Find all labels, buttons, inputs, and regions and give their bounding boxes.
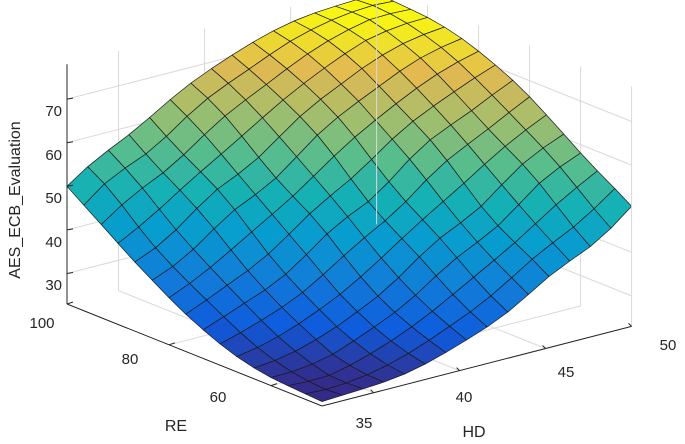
x-tick-mark	[370, 389, 374, 394]
y-tick-mark	[168, 342, 176, 346]
y-tick-mark	[66, 301, 74, 305]
x-tick-50: 50	[660, 337, 677, 354]
z-tick-30: 30	[45, 277, 62, 294]
z-tick-mark	[66, 228, 74, 231]
x-tick-mark	[542, 345, 546, 349]
x-tick-mark	[456, 367, 460, 371]
y-axis-line	[66, 303, 323, 407]
z-tick-mark	[66, 184, 74, 187]
x-tick-45: 45	[558, 364, 575, 381]
x-tick-mark	[628, 323, 632, 327]
x-tick-35: 35	[356, 415, 373, 432]
y-tick-labels: 60 80 100	[29, 315, 226, 406]
z-tick-labels: 30 40 50 60 70	[45, 103, 62, 294]
x-tick-labels: 35 40 45 50	[356, 337, 677, 432]
x-tick-40: 40	[456, 389, 473, 406]
z-tick-40: 40	[45, 234, 62, 251]
z-axis-label: AES_ECB_Evaluation	[7, 121, 24, 278]
z-tick-50: 50	[45, 190, 62, 207]
z-tick-mark	[66, 97, 74, 100]
axes-lines	[66, 0, 633, 407]
z-tick-70: 70	[45, 103, 62, 120]
y-tick-100: 100	[29, 315, 54, 332]
z-tick-60: 60	[45, 147, 62, 164]
x-axis-label: HD	[462, 424, 485, 441]
x-axis-line	[321, 325, 632, 407]
y-axis-label: RE	[165, 418, 187, 435]
y-tick-60: 60	[210, 389, 227, 406]
z-tick-mark	[66, 141, 74, 144]
y-tick-mark	[270, 383, 278, 387]
z-tick-mark	[66, 272, 74, 274]
surface-mesh	[66, 0, 632, 402]
y-tick-80: 80	[122, 351, 139, 368]
surface-face	[304, 389, 343, 402]
